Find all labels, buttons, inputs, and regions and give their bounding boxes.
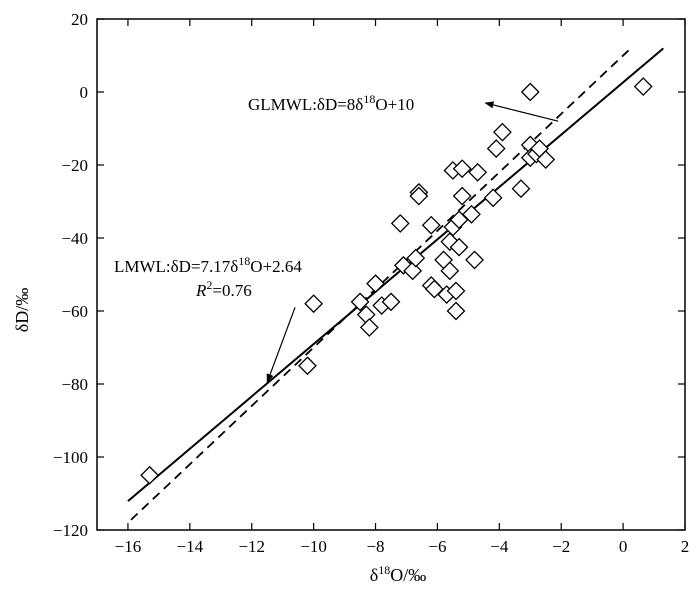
lmwl-annotation: LMWL:δD=7.17δ18O+2.64: [114, 254, 302, 276]
data-point: [449, 237, 469, 257]
data-point: [452, 159, 472, 179]
y-tick-label: −20: [61, 156, 88, 175]
r-squared-annotation: R2=0.76: [195, 278, 252, 300]
y-tick-label: 20: [71, 10, 88, 29]
lmwl-arrow: [266, 307, 296, 384]
data-point: [483, 188, 503, 208]
plot-frame: [96, 18, 686, 531]
x-tick-label: 0: [619, 537, 628, 556]
y-tick-label: −40: [61, 229, 88, 248]
data-point: [421, 215, 441, 235]
data-point: [486, 139, 506, 158]
data-point: [465, 250, 484, 270]
x-tick-label: −4: [490, 537, 509, 556]
glmwl-line: [130, 46, 634, 521]
x-tick-label: −6: [428, 537, 446, 556]
data-point: [446, 281, 466, 301]
glmwl-annotation: GLMWL:δD=8δ18O+10: [248, 92, 414, 114]
y-axis-label: δD/‰: [12, 288, 32, 332]
data-point: [536, 150, 556, 169]
data-point: [452, 186, 472, 206]
y-tick-label: −80: [61, 375, 88, 394]
data-point: [462, 204, 481, 224]
data-point: [409, 186, 429, 206]
lmwl-line: [127, 47, 664, 502]
data-point: [468, 162, 488, 182]
data-point: [350, 292, 370, 312]
data-point: [403, 261, 423, 281]
plot-area: −16 −14 −12 −10 −8 −6 −4 −2 0 2−120−100−80−60−40−…: [53, 10, 689, 556]
x-tick-label: −12: [238, 537, 265, 556]
data-point: [140, 465, 160, 485]
y-tick-label: −120: [53, 521, 88, 540]
data-point: [440, 261, 460, 281]
data-point: [390, 213, 410, 233]
y-tick-label: 0: [80, 83, 89, 102]
data-point: [633, 77, 653, 96]
data-point: [520, 82, 540, 102]
y-tick-label: −100: [53, 448, 88, 467]
x-tick-label: −10: [300, 537, 327, 556]
x-tick-label: 2: [681, 537, 690, 556]
x-tick-label: −14: [177, 537, 204, 556]
data-point: [511, 179, 531, 199]
x-axis-label: δ18O/‰: [370, 563, 426, 585]
x-tick-label: −2: [552, 537, 570, 556]
data-point: [492, 122, 512, 142]
data-point: [446, 301, 466, 321]
data-point: [381, 292, 401, 312]
y-tick-label: −60: [61, 302, 88, 321]
glmwl-arrow: [484, 101, 559, 122]
data-point: [304, 294, 324, 314]
x-tick-label: −8: [366, 537, 384, 556]
data-point: [359, 318, 379, 337]
data-point: [298, 356, 317, 376]
data-point: [406, 248, 426, 268]
data-point: [366, 274, 385, 294]
x-tick-label: −16: [115, 537, 142, 556]
